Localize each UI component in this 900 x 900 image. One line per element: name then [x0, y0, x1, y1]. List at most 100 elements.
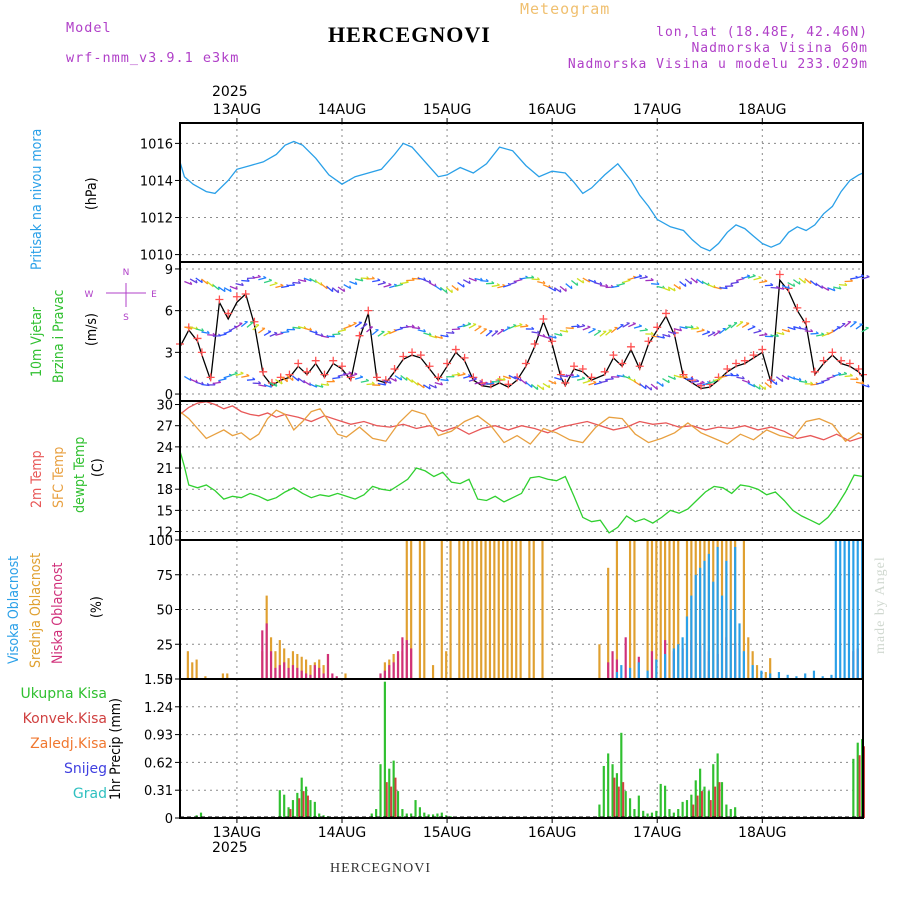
- compass-east: E: [151, 290, 157, 300]
- bar: [458, 540, 461, 679]
- wind-marker: [802, 317, 811, 326]
- wind-marker: [644, 337, 653, 346]
- bar: [729, 609, 732, 679]
- bar: [725, 560, 728, 679]
- bar: [423, 812, 426, 818]
- bar: [396, 791, 400, 818]
- wind-arrow-head: [592, 328, 596, 330]
- wind-arrow: [719, 287, 728, 290]
- bar: [694, 574, 697, 679]
- wind-arrow: [588, 328, 596, 334]
- bar: [714, 786, 717, 818]
- wind-arrow-head: [467, 374, 472, 377]
- wind-marker: [810, 367, 819, 376]
- wind-marker: [425, 362, 434, 371]
- bar: [611, 764, 614, 818]
- wind-arrow: [497, 329, 505, 336]
- wind-arrow-head: [776, 333, 779, 337]
- wind-marker: [661, 309, 670, 318]
- wind-arrow: [491, 284, 500, 288]
- wind-arrow-head: [559, 377, 563, 381]
- wind-arrow-head: [496, 283, 500, 286]
- wind-arrow: [599, 330, 607, 337]
- wind-arrow: [235, 282, 244, 287]
- wind-arrow: [787, 326, 796, 331]
- bar: [283, 662, 286, 679]
- wind-arrow: [582, 326, 591, 331]
- bar: [709, 800, 712, 818]
- wind-arrow: [810, 280, 818, 287]
- bar: [326, 653, 330, 679]
- wind-arrow: [559, 329, 569, 333]
- bar: [834, 540, 837, 679]
- wind-arrow-head: [485, 278, 489, 282]
- wind-arrow-head: [479, 379, 483, 383]
- bar: [716, 546, 719, 679]
- wind-arrow: [593, 330, 602, 337]
- wind-arrow-head: [417, 325, 421, 330]
- bar: [274, 651, 277, 679]
- y-tick-label: 1010: [140, 249, 173, 264]
- wind-arrow-head: [764, 279, 768, 282]
- wind-arrow-head: [292, 327, 296, 331]
- wind-arrow: [548, 335, 557, 339]
- wind-marker: [311, 356, 320, 365]
- wind-marker: [241, 289, 250, 298]
- wind-arrow: [457, 281, 465, 288]
- wind-arrow-head: [258, 381, 262, 384]
- wind-arrow-head: [587, 379, 591, 382]
- wind-arrow: [195, 277, 203, 284]
- wind-arrow: [758, 384, 766, 391]
- wind-arrow-head: [604, 379, 609, 382]
- wind-arrow: [713, 330, 721, 337]
- wind-arrow-head: [684, 283, 687, 287]
- bar: [488, 540, 492, 679]
- wind-arrow-head: [798, 281, 801, 285]
- wind-arrow-head: [576, 282, 579, 286]
- wind-marker: [749, 351, 758, 360]
- wind-arrow: [303, 327, 312, 332]
- bar: [637, 662, 640, 679]
- panel-series: [179, 401, 864, 534]
- wind-arrow: [679, 280, 687, 287]
- wind-arrow-head: [565, 288, 567, 292]
- wind-arrow-head: [268, 278, 272, 281]
- wind-arrow-head: [746, 274, 751, 277]
- wind-arrow: [588, 381, 597, 386]
- y-tick-label: 1.55: [144, 673, 173, 688]
- wind-arrow: [508, 281, 517, 286]
- wind-arrow: [554, 332, 563, 337]
- bar: [261, 630, 264, 679]
- wind-marker: [193, 334, 202, 343]
- bar: [613, 777, 616, 818]
- wind-arrow: [428, 384, 437, 389]
- wind-marker: [232, 292, 241, 301]
- y-tick-label: 50: [156, 604, 173, 619]
- wind-arrow: [223, 287, 232, 293]
- bar: [436, 813, 439, 818]
- wind-arrow: [616, 324, 624, 331]
- wind-arrow-head: [497, 379, 501, 383]
- wind-arrow: [576, 277, 585, 284]
- bar: [690, 794, 693, 818]
- day-label-top: 15AUG: [423, 102, 472, 118]
- wind-arrow-head: [263, 275, 267, 279]
- bar: [331, 673, 334, 679]
- wind-arrow: [605, 378, 614, 381]
- wind-arrow-head: [275, 383, 278, 387]
- bar: [431, 665, 435, 679]
- wind-marker: [276, 373, 285, 382]
- wind-arrow: [462, 279, 471, 285]
- wind-arrow: [337, 286, 345, 293]
- bar: [506, 540, 509, 679]
- wind-arrow: [297, 377, 306, 384]
- wind-arrow: [821, 285, 830, 291]
- wind-arrow: [537, 280, 546, 285]
- wind-arrow-head: [331, 379, 336, 383]
- wind-arrow: [241, 279, 250, 282]
- wind-arrow: [240, 321, 248, 328]
- wind-arrow-head: [730, 372, 734, 376]
- bar: [751, 665, 754, 679]
- wind-arrow-head: [331, 288, 334, 292]
- bar: [725, 804, 728, 818]
